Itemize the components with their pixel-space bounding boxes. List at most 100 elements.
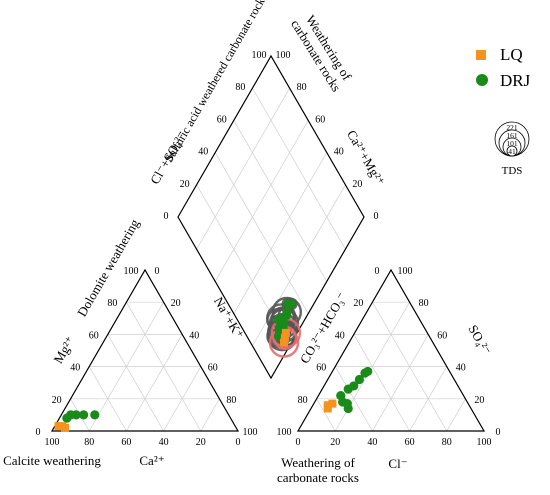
left-grid-line bbox=[107, 334, 164, 432]
diamond-left-tick: 100 bbox=[252, 50, 267, 61]
left-data-point bbox=[90, 410, 100, 420]
right-right-tick: 40 bbox=[456, 363, 466, 374]
right-bottom-tick: 20 bbox=[330, 437, 340, 448]
tds-legend-value: 221 bbox=[506, 123, 518, 132]
diamond-grid-line bbox=[196, 88, 290, 250]
right-right-tick: 0 bbox=[496, 427, 501, 438]
diamond-right-tick: 0 bbox=[374, 211, 379, 222]
legend-drj-label: DRJ bbox=[500, 71, 531, 90]
diamond-grid-line bbox=[252, 88, 346, 250]
diamond-left-tick: 60 bbox=[217, 114, 227, 125]
right-axis-right-title: SO₄²⁻ bbox=[465, 322, 494, 357]
diamond-data-point bbox=[280, 333, 289, 342]
legend-lq-label: LQ bbox=[500, 45, 523, 64]
tick-labels: 0002020204040406060608080801001001000002… bbox=[36, 50, 501, 448]
right-data-point bbox=[354, 374, 364, 385]
left-data-point bbox=[61, 423, 70, 432]
left-left-tick: 80 bbox=[107, 298, 117, 309]
label-calcite-weathering: Calcite weathering bbox=[3, 453, 101, 468]
right-data-point bbox=[363, 366, 373, 377]
diamond-data-point bbox=[280, 338, 289, 347]
right-grid-line bbox=[446, 398, 466, 432]
left-right-tick: 80 bbox=[226, 395, 236, 406]
right-right-tick: 100 bbox=[398, 266, 413, 277]
right-grid-line bbox=[316, 398, 336, 432]
diamond-data-point bbox=[283, 299, 293, 309]
left-bottom-tick: 100 bbox=[45, 437, 60, 448]
tds-legend-ring bbox=[506, 145, 518, 157]
label-weathering-carbonate-bottom: Weathering of carbonate rocks bbox=[277, 455, 359, 485]
data-points bbox=[54, 296, 373, 432]
label-line: Weathering of bbox=[281, 455, 355, 470]
right-left-tick: 100 bbox=[277, 427, 292, 438]
left-right-tick: 100 bbox=[243, 427, 258, 438]
label-sulfuric-acid: Sulfuric acid weathered carbonate rock bbox=[161, 0, 267, 165]
tds-legend-value: 101 bbox=[506, 139, 518, 148]
diamond-right-tick: 60 bbox=[315, 114, 325, 125]
right-left-tick: 80 bbox=[298, 395, 308, 406]
diamond-data-point bbox=[278, 320, 288, 330]
right-bottom-tick: 100 bbox=[477, 437, 492, 448]
diamond-axis-right-title: Ca²⁺+Mg²⁺ bbox=[344, 127, 388, 188]
right-bottom-tick: 60 bbox=[405, 437, 415, 448]
left-grid-line bbox=[126, 334, 183, 432]
left-right-tick: 60 bbox=[208, 363, 218, 374]
right-left-tick: 60 bbox=[316, 363, 326, 374]
diamond-right-tick: 40 bbox=[334, 147, 344, 158]
right-data-point bbox=[349, 381, 359, 391]
right-right-tick: 20 bbox=[474, 395, 484, 406]
right-data-point bbox=[328, 399, 337, 408]
diamond-right-tick: 100 bbox=[276, 50, 291, 61]
right-right-tick: 60 bbox=[437, 330, 447, 341]
left-data-point bbox=[79, 410, 89, 420]
right-bottom-tick: 80 bbox=[442, 437, 452, 448]
right-triangle-frame bbox=[296, 268, 486, 432]
left-left-tick: 60 bbox=[89, 330, 99, 341]
left-bottom-tick: 40 bbox=[159, 437, 169, 448]
tds-legend-value: 41 bbox=[508, 147, 516, 156]
right-right-tick: 80 bbox=[419, 298, 429, 309]
left-left-tick: 0 bbox=[36, 427, 41, 438]
diamond-left-tick: 20 bbox=[180, 179, 190, 190]
left-grid-line bbox=[126, 302, 202, 432]
left-right-tick: 40 bbox=[189, 330, 199, 341]
diamond-left-tick: 40 bbox=[198, 147, 208, 158]
left-bottom-tick: 20 bbox=[196, 437, 206, 448]
right-grid-line bbox=[353, 334, 410, 432]
diamond-grid-line bbox=[233, 152, 328, 314]
left-right-tick: 0 bbox=[155, 266, 160, 277]
left-axis-right-title: Na⁺+K⁺ bbox=[211, 294, 247, 341]
label-line: carbonate rocks bbox=[277, 470, 359, 485]
diamond-data-point bbox=[281, 328, 290, 337]
legend-drj-marker bbox=[476, 74, 488, 86]
right-data-point bbox=[343, 403, 353, 414]
left-bottom-tick: 0 bbox=[236, 437, 241, 448]
left-bottom-tick: 60 bbox=[121, 437, 131, 448]
left-right-tick: 20 bbox=[171, 298, 181, 309]
diamond-grid-line bbox=[214, 120, 309, 282]
right-axis-bottom-title: Cl⁻ bbox=[388, 456, 407, 471]
left-left-tick: 100 bbox=[124, 266, 139, 277]
right-left-tick: 20 bbox=[353, 298, 363, 309]
diamond-grid-line bbox=[233, 120, 328, 282]
left-axis-bottom-title: Ca²⁺ bbox=[139, 453, 164, 468]
diamond-left-tick: 0 bbox=[164, 211, 169, 222]
right-left-tick: 40 bbox=[335, 330, 345, 341]
triangle-frames bbox=[50, 54, 486, 432]
grid-lines bbox=[70, 88, 466, 432]
left-left-tick: 40 bbox=[70, 363, 80, 374]
diamond-right-tick: 80 bbox=[297, 82, 307, 93]
diamond-data-point bbox=[282, 310, 292, 320]
left-grid-line bbox=[88, 366, 127, 432]
right-left-tick: 0 bbox=[375, 266, 380, 277]
tds-legend-title: TDS bbox=[502, 165, 523, 177]
left-bottom-tick: 80 bbox=[84, 437, 94, 448]
right-bottom-tick: 40 bbox=[367, 437, 377, 448]
left-data-point bbox=[71, 410, 81, 420]
diamond-left-tick: 80 bbox=[235, 82, 245, 93]
legend-lq-marker bbox=[476, 50, 486, 60]
diamond-frame bbox=[177, 54, 365, 380]
left-triangle-frame bbox=[50, 268, 240, 432]
